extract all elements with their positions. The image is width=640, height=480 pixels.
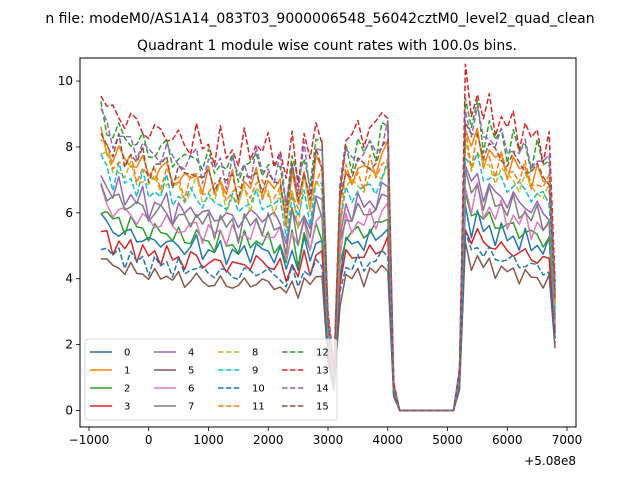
x-tick-label: −1000 bbox=[69, 433, 110, 447]
series-line-15 bbox=[100, 122, 556, 412]
y-tick-label: 2 bbox=[65, 338, 73, 352]
x-offset-label: +5.08e8 bbox=[524, 454, 576, 468]
chart-title: Quadrant 1 module wise count rates with … bbox=[137, 38, 517, 54]
x-tick-label: 1000 bbox=[193, 433, 224, 447]
y-tick-label: 10 bbox=[58, 74, 73, 88]
x-tick-label: 3000 bbox=[313, 433, 344, 447]
series-line-9 bbox=[100, 152, 556, 412]
legend-label-12: 12 bbox=[316, 348, 329, 359]
legend-label-1: 1 bbox=[124, 366, 130, 377]
series-line-8 bbox=[100, 137, 556, 412]
x-tick-label: 7000 bbox=[552, 433, 583, 447]
legend-label-5: 5 bbox=[188, 366, 194, 377]
legend-label-9: 9 bbox=[252, 366, 258, 377]
legend-label-13: 13 bbox=[316, 366, 329, 377]
legend-label-10: 10 bbox=[252, 384, 265, 395]
x-tick-label: 2000 bbox=[253, 433, 284, 447]
legend-label-6: 6 bbox=[188, 384, 194, 395]
x-tick-label: 0 bbox=[145, 433, 153, 447]
figure-suptitle: n file: modeM0/AS1A14_083T03_9000006548_… bbox=[45, 11, 594, 27]
legend-label-4: 4 bbox=[188, 348, 194, 359]
legend-label-14: 14 bbox=[316, 384, 329, 395]
legend-label-2: 2 bbox=[124, 384, 130, 395]
legend-label-3: 3 bbox=[124, 402, 130, 413]
legend-box bbox=[84, 338, 338, 421]
x-tick-label: 5000 bbox=[432, 433, 463, 447]
y-tick-label: 4 bbox=[65, 272, 73, 286]
series-line-14 bbox=[100, 105, 556, 412]
ticks-layer: −1000 0 1000 2000 3000 4000 5000 6000 7000 0 2 4 6 8 1… bbox=[58, 74, 583, 447]
x-tick-label: 6000 bbox=[492, 433, 523, 447]
legend-label-7: 7 bbox=[188, 402, 194, 413]
y-tick-label: 6 bbox=[65, 206, 73, 220]
x-tick-label: 4000 bbox=[372, 433, 403, 447]
y-tick-label: 8 bbox=[65, 140, 73, 154]
legend-label-11: 11 bbox=[252, 402, 265, 413]
legend-label-15: 15 bbox=[316, 402, 329, 413]
legend-label-0: 0 bbox=[124, 348, 130, 359]
legend-label-8: 8 bbox=[252, 348, 258, 359]
y-tick-label: 0 bbox=[65, 404, 73, 418]
